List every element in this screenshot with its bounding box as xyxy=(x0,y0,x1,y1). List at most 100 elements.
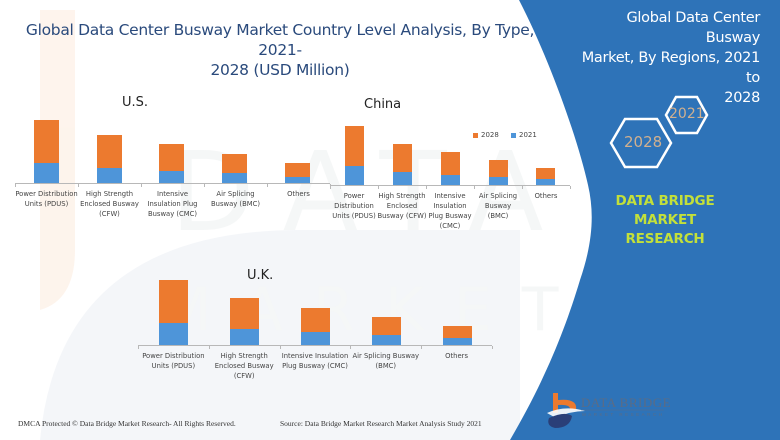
data-bridge-logo-icon xyxy=(547,393,585,428)
bar-segment-2021 xyxy=(393,172,412,185)
axis-tick xyxy=(426,186,427,189)
side-title: Global Data Center Busway Market, By Reg… xyxy=(580,8,761,108)
bar-segment-2028 xyxy=(393,144,412,172)
bar-segment-2021 xyxy=(159,323,188,345)
bar-us-1 xyxy=(97,135,122,183)
category-label: High Strength Enclosed Busway (CFW) xyxy=(80,190,139,218)
side-title-line2: Market, By Regions, 2021 to xyxy=(581,50,761,86)
bar-segment-2021 xyxy=(159,171,184,183)
legend-swatch-2021 xyxy=(511,132,516,138)
bar-segment-2028 xyxy=(230,298,259,329)
category-label: Intensive Insulation Plug Busway (CMC) xyxy=(281,352,349,370)
bar-segment-2021 xyxy=(443,338,472,345)
brand-line2: RESEARCH xyxy=(625,231,705,247)
legend-2028: 2028 xyxy=(473,131,499,139)
bar-segment-2021 xyxy=(489,177,508,185)
axis-tick xyxy=(378,186,379,189)
bar-china-4 xyxy=(536,168,555,185)
category-label: High Strength Enclosed Busway (CFW) xyxy=(377,192,427,220)
x-axis-china xyxy=(330,185,570,186)
axis-tick xyxy=(474,186,475,189)
side-title-line1: Global Data Center Busway xyxy=(626,10,761,46)
x-axis-uk xyxy=(138,345,492,346)
category-label: Power Distribution Units (PDUS) xyxy=(142,352,205,370)
category-label: Others xyxy=(445,352,469,360)
bar-segment-2028 xyxy=(34,120,59,163)
bar-uk-3 xyxy=(372,317,401,345)
bar-segment-2028 xyxy=(441,152,460,175)
axis-tick xyxy=(570,186,571,189)
hexagon-2021 xyxy=(664,95,709,135)
axis-tick xyxy=(141,184,142,187)
bar-segment-2028 xyxy=(372,317,401,335)
category-label: Power Distribution Units (PDUS) xyxy=(15,190,78,208)
axis-tick xyxy=(330,186,331,189)
bar-uk-0 xyxy=(159,280,188,345)
bar-segment-2028 xyxy=(489,160,508,177)
axis-tick xyxy=(208,346,210,349)
bar-uk-4 xyxy=(443,326,472,345)
bar-segment-2021 xyxy=(441,175,460,185)
category-label: Others xyxy=(287,190,310,198)
axis-tick xyxy=(78,184,79,187)
category-label: Others xyxy=(534,192,558,200)
category-label: Air Splicing Busway (BMC) xyxy=(211,190,260,208)
category-label: Air Splicing Busway (BMC) xyxy=(478,192,518,220)
side-title-line3: 2028 xyxy=(724,90,760,106)
category-label: High Strength Enclosed Busway (CFW) xyxy=(214,352,274,380)
bar-uk-2 xyxy=(301,308,330,345)
bar-us-0 xyxy=(34,120,59,183)
chart-title-us: U.S. xyxy=(122,95,149,110)
bar-segment-2028 xyxy=(345,126,364,166)
bar-us-4 xyxy=(285,163,310,183)
brand-name: DATA BRIDGE MARKET RESEARCH xyxy=(590,192,740,249)
bar-segment-2028 xyxy=(159,280,188,323)
legend-swatch-2028 xyxy=(473,132,478,138)
hex-label-2028: 2028 xyxy=(624,133,663,151)
bar-segment-2021 xyxy=(372,335,401,345)
bar-us-2 xyxy=(159,144,184,183)
hex-label-2021: 2021 xyxy=(669,106,705,122)
chart-title-uk: U.K. xyxy=(247,268,274,283)
legend-2021: 2021 xyxy=(511,131,537,139)
bar-segment-2021 xyxy=(222,173,247,183)
bar-uk-1 xyxy=(230,298,259,345)
logo-text: DATA BRIDGE xyxy=(581,395,672,410)
axis-tick xyxy=(350,346,352,349)
bar-segment-2021 xyxy=(34,163,59,183)
chart-title-china: China xyxy=(364,97,402,112)
bar-china-1 xyxy=(393,144,412,185)
category-label: Intensive Insulation Plug Busway (CMC) xyxy=(428,192,472,230)
brand-line1: DATA BRIDGE MARKET xyxy=(615,193,715,228)
category-label: Intensive Insulation Plug Busway (CMC) xyxy=(147,190,198,218)
bar-segment-2021 xyxy=(301,332,330,345)
axis-tick xyxy=(267,184,268,187)
bar-segment-2028 xyxy=(443,326,472,338)
bar-segment-2028 xyxy=(301,308,330,332)
axis-tick xyxy=(15,184,16,187)
bar-china-2 xyxy=(441,152,460,185)
axis-tick xyxy=(522,186,523,189)
axis-tick xyxy=(204,184,205,187)
x-axis-us xyxy=(15,183,330,184)
bar-segment-2021 xyxy=(345,166,364,185)
axis-tick xyxy=(279,346,281,349)
bar-segment-2028 xyxy=(222,154,247,173)
footer-source: Source: Data Bridge Market Research Mark… xyxy=(280,419,482,428)
bar-segment-2028 xyxy=(285,163,310,177)
hexagon-2028 xyxy=(609,117,673,169)
bar-segment-2021 xyxy=(230,329,259,345)
main-title: Global Data Center Busway Market Country… xyxy=(20,20,540,80)
footer-copyright: DMCA Protected © Data Bridge Market Rese… xyxy=(18,419,236,428)
bar-china-3 xyxy=(489,160,508,185)
bar-segment-2021 xyxy=(536,179,555,185)
bar-segment-2028 xyxy=(97,135,122,168)
blue-side-panel xyxy=(510,0,780,440)
bar-china-0 xyxy=(345,126,364,185)
bar-segment-2021 xyxy=(285,177,310,183)
axis-tick xyxy=(138,346,139,349)
category-label: Air Splicing Busway (BMC) xyxy=(352,352,420,370)
main-title-line1: Global Data Center Busway Market Country… xyxy=(25,21,535,59)
category-label: Power Distribution Units (PDUS) xyxy=(332,192,376,220)
axis-tick xyxy=(492,346,493,349)
